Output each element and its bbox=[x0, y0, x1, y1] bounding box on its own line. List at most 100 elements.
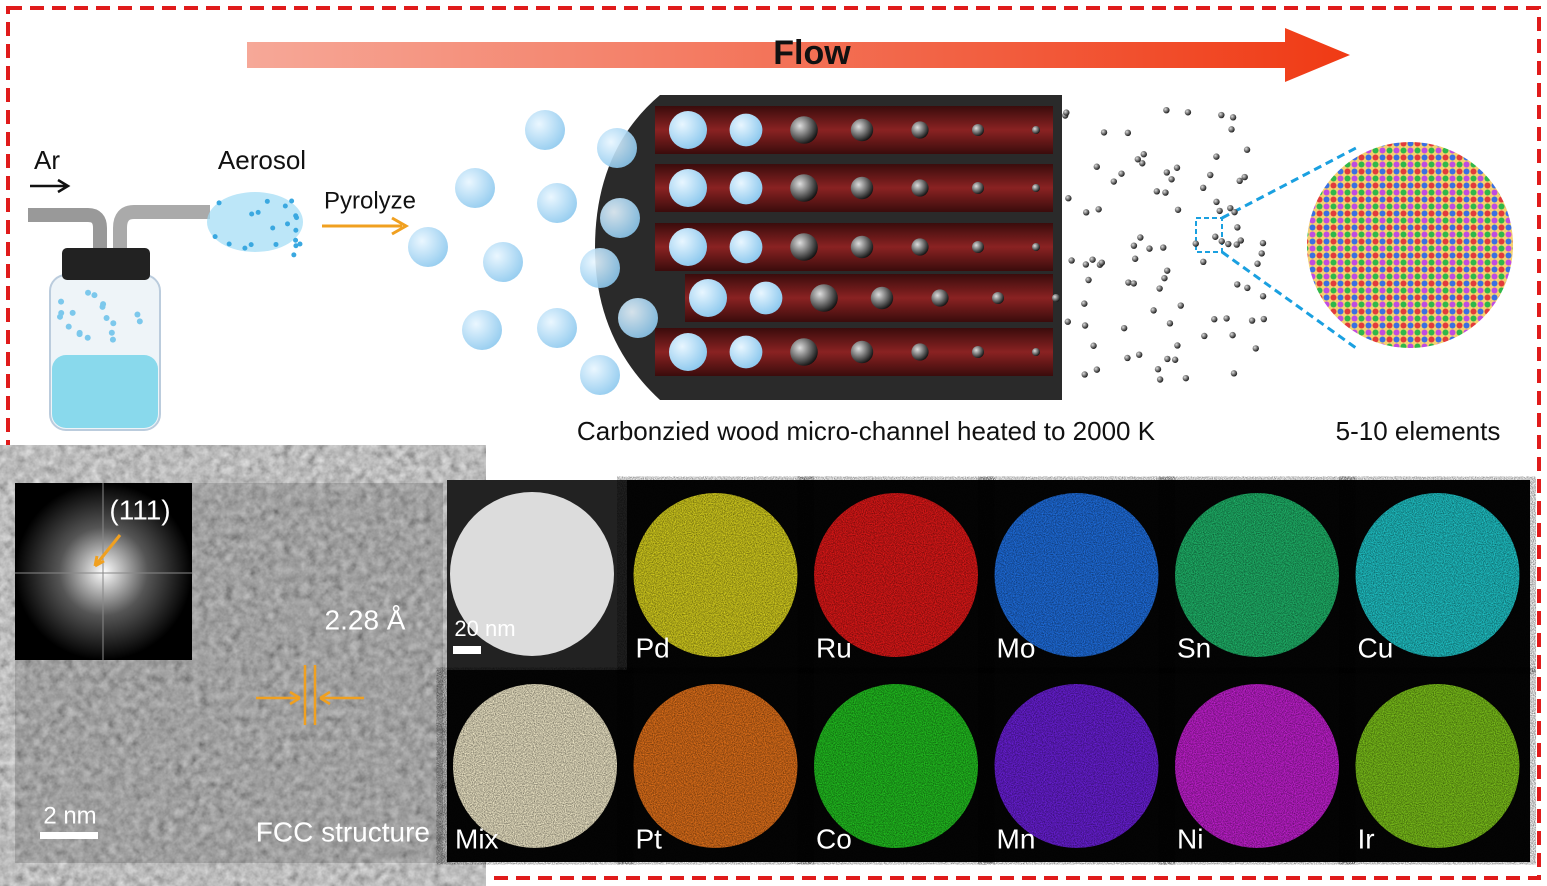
map-speckle bbox=[814, 684, 978, 848]
nanoparticle bbox=[1163, 267, 1171, 274]
aerosol-droplet bbox=[242, 245, 248, 251]
nanoparticle bbox=[1223, 315, 1230, 322]
droplet bbox=[669, 228, 707, 266]
droplet bbox=[580, 248, 620, 288]
dashed-frame bbox=[6, 6, 1541, 880]
map-speckle bbox=[1355, 684, 1520, 848]
eds-tile: Mix bbox=[453, 684, 617, 854]
eds-tile: Ir bbox=[1355, 684, 1520, 854]
map-speckle bbox=[994, 493, 1159, 657]
aerosol-droplet bbox=[226, 241, 232, 247]
map-speckle bbox=[994, 684, 1159, 848]
aerosol-droplet bbox=[264, 198, 270, 204]
eds-tile: Mn bbox=[994, 684, 1159, 854]
nanoparticle bbox=[1259, 293, 1267, 300]
bubble bbox=[109, 336, 116, 343]
aerosol-droplet bbox=[291, 252, 297, 258]
nanoparticle bbox=[1139, 160, 1146, 167]
element-label: Ni bbox=[1177, 823, 1203, 854]
nanoparticle bbox=[1163, 169, 1170, 176]
droplet bbox=[455, 168, 495, 208]
bubble bbox=[58, 310, 65, 317]
aerosol-droplet bbox=[285, 221, 291, 227]
nanoparticle bbox=[1130, 242, 1138, 249]
nanoparticle bbox=[1192, 240, 1199, 247]
bubble bbox=[110, 320, 117, 327]
nanoparticle bbox=[1218, 111, 1225, 119]
aerosol-droplet bbox=[293, 227, 299, 233]
structure-label: FCC structure bbox=[256, 816, 430, 847]
nanoparticle bbox=[1216, 207, 1223, 215]
nanoparticle bbox=[911, 179, 929, 197]
droplet bbox=[729, 113, 763, 147]
bubble bbox=[58, 298, 65, 305]
nanoparticle bbox=[1254, 260, 1261, 267]
nanoparticle bbox=[1032, 348, 1040, 356]
hrtem-panel: (111) 2.28 Å 2 nm FCC structure bbox=[15, 483, 443, 863]
nanoparticle bbox=[1260, 315, 1268, 323]
nanoparticle bbox=[1166, 320, 1174, 327]
nanoparticle bbox=[1137, 234, 1144, 241]
eds-tile: Cu bbox=[1355, 493, 1520, 663]
droplet bbox=[669, 111, 707, 149]
eds-scale-bar bbox=[453, 646, 481, 654]
nanoparticle bbox=[790, 116, 818, 144]
nanoparticle bbox=[1228, 126, 1235, 133]
droplet bbox=[597, 128, 637, 168]
nanoparticle bbox=[790, 338, 818, 366]
hrtem-scale-bar bbox=[40, 832, 98, 839]
bubble bbox=[136, 318, 143, 325]
nanoparticle bbox=[1244, 284, 1251, 292]
liquid bbox=[52, 355, 158, 428]
nanoparticle bbox=[1229, 114, 1237, 121]
element-label: Mo bbox=[997, 632, 1036, 663]
nanoparticle bbox=[1089, 256, 1096, 263]
droplet bbox=[537, 183, 577, 223]
nanoparticle bbox=[1156, 285, 1163, 292]
element-label: Mix bbox=[455, 823, 499, 854]
nanoparticle bbox=[1135, 351, 1143, 358]
aerosol-label: Aerosol bbox=[218, 145, 306, 175]
eds-tile: Co bbox=[814, 684, 978, 854]
nanoparticle bbox=[1199, 184, 1207, 192]
droplet bbox=[729, 171, 763, 205]
aerosol-droplet bbox=[248, 242, 254, 248]
nanoparticle bbox=[1131, 255, 1139, 262]
nanoparticle bbox=[1211, 316, 1218, 323]
nanoparticle bbox=[790, 174, 818, 202]
nanoparticle bbox=[1200, 258, 1207, 266]
nanoparticle bbox=[1243, 146, 1251, 153]
element-label: Co bbox=[816, 823, 852, 854]
bubble bbox=[134, 311, 141, 318]
map-speckle bbox=[1355, 493, 1520, 657]
eds-tile: Sn bbox=[1175, 493, 1339, 663]
nanoparticle bbox=[1052, 294, 1060, 302]
droplet bbox=[729, 230, 763, 264]
map-speckle bbox=[1175, 493, 1339, 657]
nanoparticle bbox=[1065, 195, 1072, 202]
jar-cap bbox=[62, 248, 150, 280]
nanoparticle bbox=[1162, 189, 1169, 196]
nanoparticle bbox=[911, 121, 929, 139]
step-label: Pyrolyze bbox=[324, 187, 416, 214]
nanoparticle bbox=[1150, 307, 1157, 314]
nanoparticle bbox=[1248, 317, 1256, 324]
aerosol-droplet bbox=[293, 243, 299, 249]
nanoparticle bbox=[1118, 170, 1125, 177]
nanoparticle bbox=[1225, 240, 1232, 248]
map-speckle bbox=[814, 493, 978, 657]
nanoparticle bbox=[1227, 204, 1234, 212]
nanoparticle bbox=[1100, 129, 1108, 136]
nanoparticle bbox=[1212, 233, 1219, 240]
droplet bbox=[749, 281, 783, 315]
nanoparticle bbox=[1081, 371, 1088, 378]
map-speckle bbox=[1175, 684, 1339, 848]
aerosol-droplet bbox=[273, 241, 279, 247]
aerosol-droplet bbox=[289, 198, 295, 204]
nanoparticle bbox=[1164, 355, 1171, 363]
eds-background bbox=[447, 480, 1530, 862]
nanoparticle bbox=[1032, 243, 1040, 251]
lattice-marker bbox=[256, 665, 364, 725]
nanoparticle bbox=[931, 289, 949, 307]
nanoparticle bbox=[1090, 342, 1097, 349]
